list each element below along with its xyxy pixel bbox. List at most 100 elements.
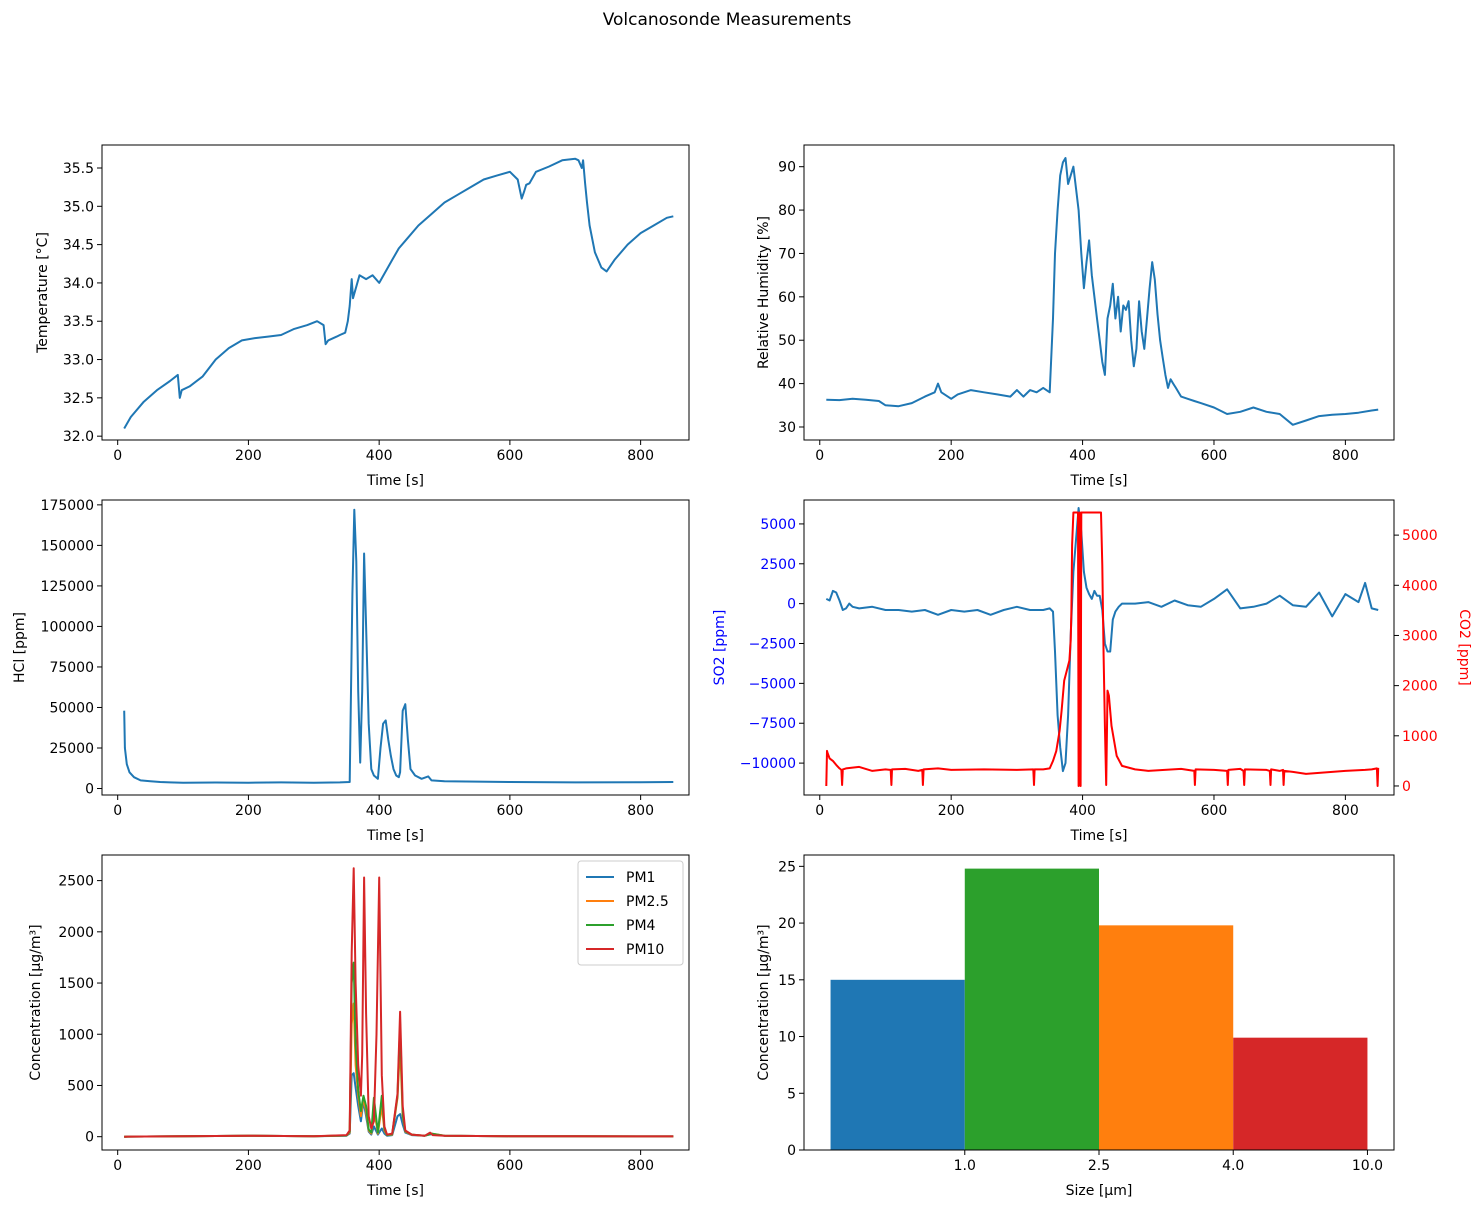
y-tick-label: 75000 [49, 660, 94, 676]
y-right-tick-label: 5000 [1402, 528, 1438, 544]
y-tick-label: 35.0 [63, 199, 94, 215]
x-tick-label: 400 [366, 803, 393, 819]
x-tick-label: 200 [235, 1158, 262, 1174]
chart-humidity: 0 200 400 600 800 30 40 50 60 70 80 90 Time [s] Relat… [756, 144, 1395, 489]
y-tick-label: 80 [778, 203, 796, 219]
x-tick-label: 0 [113, 448, 122, 464]
y-axis-label: Concentration [μg/m³] [756, 924, 772, 1080]
y-tick-label: −7500 [749, 716, 796, 732]
plots-layer: 0 200 400 600 80032.032.533.033.534.034.535.… [12, 144, 1472, 1199]
axes-frame [101, 854, 690, 1151]
y-tick-label: 0 [85, 782, 94, 798]
y-tick-label: 175000 [41, 498, 94, 514]
bar-3 [1233, 1037, 1368, 1150]
y-tick-label: 15 [778, 973, 796, 989]
figure-title: Volcanosonde Measurements [603, 10, 852, 30]
series-line-pm10 [124, 867, 674, 1138]
y-tick-label: 20 [778, 916, 796, 932]
y-axis-label: SO2 [ppm] [712, 610, 728, 686]
y-tick-label: 34.0 [63, 276, 94, 292]
x-tick-label: 1.0 [954, 1158, 976, 1174]
legend [577, 860, 684, 966]
x-tick-label: 800 [1332, 803, 1359, 819]
x-axis-label: Time [s] [366, 828, 424, 844]
y-tick-label: −10000 [740, 756, 796, 772]
y-tick-label: 5000 [760, 517, 796, 533]
y-tick-label: 70 [778, 246, 796, 262]
x-tick-label: 200 [938, 448, 965, 464]
series-line-co2 [825, 511, 1380, 787]
bar-0 [830, 979, 965, 1150]
series-line-0 [826, 157, 1379, 426]
x-tick-label: 600 [1201, 803, 1228, 819]
y-axis-label: Concentration [μg/m³] [28, 924, 44, 1080]
y-axis-label: HCl [ppm] [12, 612, 28, 683]
x-tick-label: 400 [366, 448, 393, 464]
x-tick-label: 200 [938, 803, 965, 819]
x-tick-label: 200 [235, 448, 262, 464]
x-tick-label: 0 [113, 803, 122, 819]
x-axis-label: Time [s] [366, 473, 424, 489]
x-tick-label: 0 [815, 803, 824, 819]
y-tick-label: 2500 [760, 557, 796, 573]
y-tick-label: 32.5 [63, 391, 94, 407]
y-tick-label: 25000 [49, 741, 94, 757]
chart-pm-timeseries: 0 200 400 600 800 0 500 1000 1500 2000 2500 Time [s… [28, 854, 690, 1199]
chart-pm-size: 1.0 2.5 4.0 10.0 0 5 10 15 20 25 Size [μm] Concentr… [756, 854, 1395, 1199]
y-tick-label: 35.5 [63, 161, 94, 177]
y-tick-label: 60 [778, 290, 796, 306]
y-tick-label: 1500 [58, 976, 94, 992]
x-tick-label: 800 [627, 1158, 654, 1174]
series-line-0 [123, 508, 674, 784]
x-tick-label: 800 [627, 448, 654, 464]
legend-label: PM2.5 [626, 894, 669, 910]
x-tick-label: 400 [1069, 448, 1096, 464]
series-line-0 [123, 157, 674, 429]
y-tick-label: 25 [778, 859, 796, 875]
legend-label: PM10 [626, 942, 664, 958]
y-axis-label: Relative Humidity [%] [756, 216, 772, 369]
y-tick-label: 500 [67, 1078, 94, 1094]
axes-frame [803, 499, 1395, 796]
chart-temperature: 0 200 400 600 800 32.0 32.5 33.0 33.5 34.0 34.5 35.… [35, 144, 690, 489]
y-right-tick-label: 2000 [1402, 679, 1438, 695]
y-tick-label: 50 [778, 333, 796, 349]
x-tick-label: 400 [1069, 803, 1096, 819]
y-tick-label: 0 [787, 1143, 796, 1159]
y-tick-label: 90 [778, 160, 796, 176]
x-tick-label: 600 [497, 448, 524, 464]
y-tick-label: 34.5 [63, 238, 94, 254]
y-right-tick-label: 3000 [1402, 628, 1438, 644]
y-tick-label: 2500 [58, 874, 94, 890]
legend-label: PM4 [626, 918, 656, 934]
x-tick-label: 600 [497, 803, 524, 819]
x-tick-label: 0 [113, 1158, 122, 1174]
x-tick-label: 10.0 [1352, 1158, 1383, 1174]
bar-1 [964, 868, 1099, 1150]
x-tick-label: 400 [366, 1158, 393, 1174]
bar-2 [1099, 925, 1234, 1150]
y-right-tick-label: 1000 [1402, 729, 1438, 745]
y-tick-label: 40 [778, 377, 796, 393]
y-tick-label: −2500 [749, 637, 796, 653]
x-axis-label: Time [s] [366, 1183, 424, 1199]
x-axis-label: Size [μm] [1066, 1183, 1133, 1199]
chart-hcl: 0 200 400 600 800 0 25000 50000 75000 100000 12500… [12, 498, 690, 844]
y-right-axis-label: CO2 [ppm] [1456, 609, 1472, 686]
y-tick-label: 1000 [58, 1027, 94, 1043]
axes-frame [803, 144, 1395, 441]
y-tick-label: 5 [787, 1086, 796, 1102]
y-tick-label: 33.5 [63, 314, 94, 330]
y-axis-label: Temperature [°C] [35, 232, 51, 354]
x-tick-label: 4.0 [1222, 1158, 1244, 1174]
y-tick-label: 10 [778, 1030, 796, 1046]
y-tick-label: 33.0 [63, 353, 94, 369]
y-right-tick-label: 4000 [1402, 578, 1438, 594]
y-tick-label: 30 [778, 420, 796, 436]
y-tick-label: −5000 [749, 676, 796, 692]
y-tick-label: 0 [787, 597, 796, 613]
y-tick-label: 0 [85, 1130, 94, 1146]
axes-frame [101, 144, 690, 441]
legend-label: PM1 [626, 870, 655, 886]
